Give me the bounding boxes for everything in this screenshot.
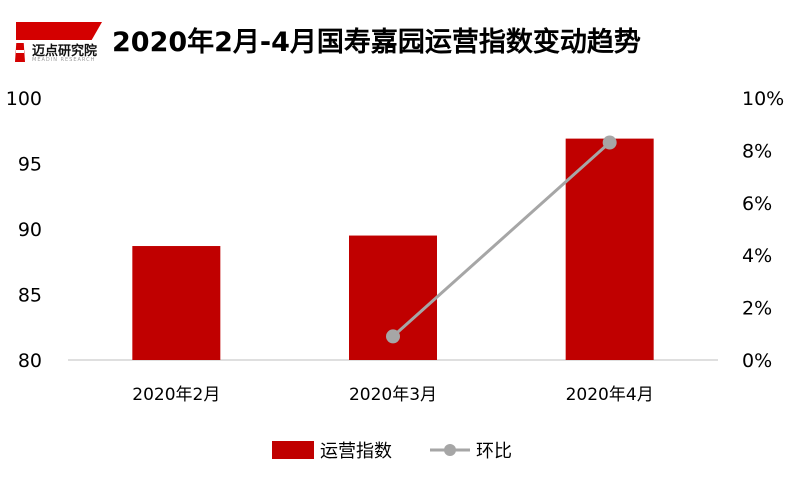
bar bbox=[132, 246, 221, 360]
y-left-tick-label: 95 bbox=[18, 154, 42, 176]
logo-flag-shape bbox=[16, 22, 102, 40]
y-left-tick-label: 80 bbox=[18, 350, 42, 372]
x-tick-label: 2020年3月 bbox=[349, 385, 437, 405]
x-tick-label: 2020年2月 bbox=[132, 385, 220, 405]
line-series bbox=[391, 141, 611, 338]
y-right-tick-label: 10% bbox=[742, 88, 784, 110]
bar bbox=[565, 138, 654, 360]
logo: 迈点研究院 MEADIN RESEARCH bbox=[12, 22, 104, 68]
y-right-tick-label: 4% bbox=[742, 245, 772, 267]
y-right-tick-label: 2% bbox=[742, 298, 772, 320]
logo-subtext: MEADIN RESEARCH bbox=[32, 57, 96, 63]
line-point bbox=[386, 329, 400, 344]
y-right-tick-label: 0% bbox=[742, 350, 772, 372]
legend-label-bar: 运营指数 bbox=[320, 441, 392, 462]
line-point bbox=[602, 135, 617, 150]
lighthouse-icon bbox=[15, 32, 25, 62]
y-right-tick-label: 8% bbox=[742, 140, 772, 162]
y-left-tick-label: 100 bbox=[6, 88, 42, 110]
legend-marker-line bbox=[444, 444, 456, 456]
logo-text: 迈点研究院 bbox=[32, 44, 98, 59]
legend-swatch-bar bbox=[272, 441, 314, 459]
y-right-tick-label: 6% bbox=[742, 193, 772, 215]
chart-title: 2020年2月-4月国寿嘉园运营指数变动趋势 bbox=[112, 27, 641, 58]
legend-label-line: 环比 bbox=[476, 441, 512, 462]
y-left-tick-label: 90 bbox=[18, 219, 42, 241]
y-left-tick-label: 85 bbox=[18, 285, 42, 307]
x-tick-label: 2020年4月 bbox=[566, 385, 654, 405]
